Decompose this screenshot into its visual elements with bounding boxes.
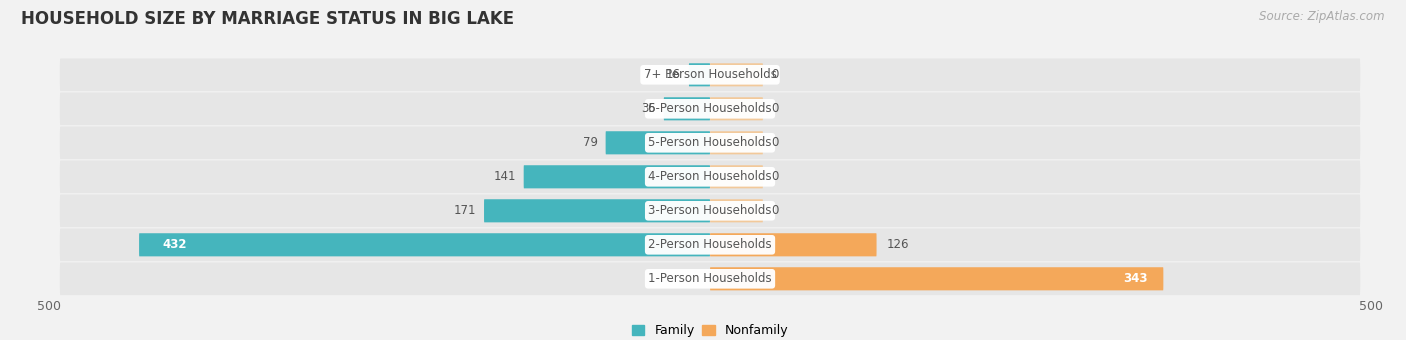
- Text: 0: 0: [770, 102, 778, 115]
- FancyBboxPatch shape: [606, 131, 710, 154]
- Text: Source: ZipAtlas.com: Source: ZipAtlas.com: [1260, 10, 1385, 23]
- FancyBboxPatch shape: [710, 97, 763, 120]
- Text: 7+ Person Households: 7+ Person Households: [644, 68, 776, 81]
- FancyBboxPatch shape: [60, 160, 1360, 193]
- Text: 5-Person Households: 5-Person Households: [648, 136, 772, 149]
- FancyBboxPatch shape: [689, 63, 710, 86]
- FancyBboxPatch shape: [139, 233, 710, 256]
- Text: HOUSEHOLD SIZE BY MARRIAGE STATUS IN BIG LAKE: HOUSEHOLD SIZE BY MARRIAGE STATUS IN BIG…: [21, 10, 515, 28]
- FancyBboxPatch shape: [710, 199, 763, 222]
- Text: 1-Person Households: 1-Person Households: [648, 272, 772, 285]
- FancyBboxPatch shape: [60, 126, 1360, 159]
- Text: 2-Person Households: 2-Person Households: [648, 238, 772, 251]
- Text: 171: 171: [454, 204, 477, 217]
- FancyBboxPatch shape: [710, 267, 1163, 290]
- Text: 141: 141: [494, 170, 516, 183]
- FancyBboxPatch shape: [710, 131, 763, 154]
- FancyBboxPatch shape: [60, 194, 1360, 227]
- FancyBboxPatch shape: [60, 262, 1360, 295]
- Text: 0: 0: [770, 68, 778, 81]
- Text: 0: 0: [770, 136, 778, 149]
- Legend: Family, Nonfamily: Family, Nonfamily: [627, 319, 793, 340]
- Text: 3-Person Households: 3-Person Households: [648, 204, 772, 217]
- FancyBboxPatch shape: [710, 233, 876, 256]
- FancyBboxPatch shape: [60, 228, 1360, 261]
- Text: 4-Person Households: 4-Person Households: [648, 170, 772, 183]
- Text: 343: 343: [1123, 272, 1147, 285]
- Text: 432: 432: [163, 238, 187, 251]
- FancyBboxPatch shape: [484, 199, 710, 222]
- Text: 16: 16: [666, 68, 681, 81]
- FancyBboxPatch shape: [710, 63, 763, 86]
- FancyBboxPatch shape: [710, 165, 763, 188]
- FancyBboxPatch shape: [60, 58, 1360, 91]
- FancyBboxPatch shape: [523, 165, 710, 188]
- Text: 0: 0: [770, 170, 778, 183]
- Text: 126: 126: [887, 238, 910, 251]
- FancyBboxPatch shape: [60, 92, 1360, 125]
- Text: 79: 79: [582, 136, 598, 149]
- Text: 6-Person Households: 6-Person Households: [648, 102, 772, 115]
- FancyBboxPatch shape: [664, 97, 710, 120]
- Text: 35: 35: [641, 102, 655, 115]
- Text: 0: 0: [770, 204, 778, 217]
